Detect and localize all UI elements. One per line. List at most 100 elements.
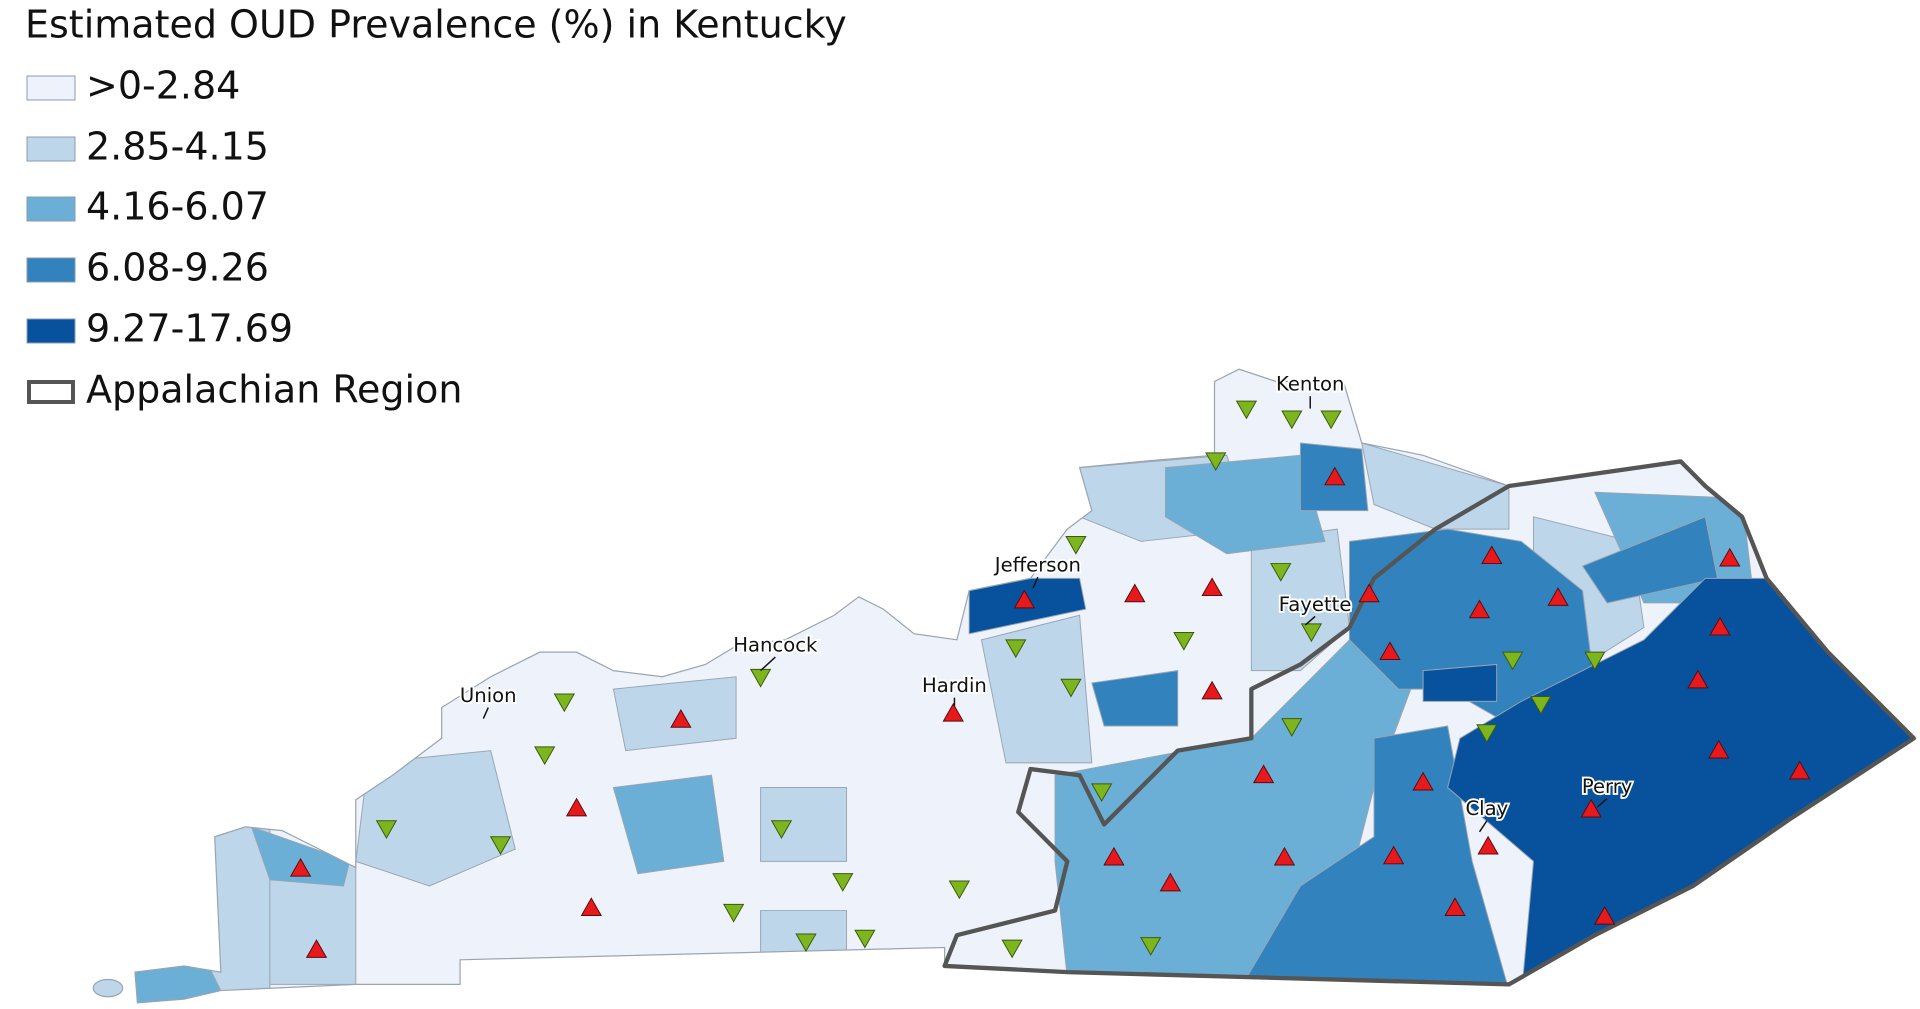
legend-swatch (26, 318, 76, 344)
increase-marker (1547, 587, 1569, 606)
legend-swatch (26, 196, 76, 222)
county-label: Hardin (922, 674, 987, 697)
decrease-marker (553, 693, 575, 713)
increase-marker (1477, 835, 1499, 855)
county-label: Fayette (1279, 593, 1352, 616)
increase-marker (1709, 616, 1731, 636)
leader-line (1596, 798, 1608, 808)
increase-marker (580, 897, 602, 916)
legend-label: 6.08-9.26 (86, 246, 269, 290)
decrease-marker (1300, 623, 1323, 643)
decrease-marker (489, 836, 512, 855)
county-label: Jefferson (993, 554, 1081, 577)
increase-marker (1719, 547, 1741, 567)
legend-label: 2.85-4.15 (86, 125, 269, 169)
decrease-marker (1001, 939, 1023, 959)
decrease-marker (1205, 452, 1227, 472)
increase-marker (1252, 764, 1275, 784)
county-region (612, 676, 737, 752)
increase-marker (670, 709, 692, 728)
decrease-marker (1173, 631, 1195, 651)
county-label: Union (460, 684, 517, 707)
decrease-marker (534, 746, 556, 766)
legend: >0-2.84 2.85-4.15 4.16-6.07 6.08-9.26 9.27-1… (26, 64, 462, 412)
increase-marker (1468, 599, 1491, 619)
county-region (612, 774, 725, 875)
decrease-marker (1501, 651, 1524, 671)
increase-marker (1412, 771, 1434, 791)
decrease-marker (1476, 724, 1498, 743)
decrease-marker (1584, 651, 1606, 671)
increase-marker (942, 702, 964, 722)
appalachian-boundary (942, 459, 1916, 987)
decrease-marker (722, 903, 745, 923)
increase-marker (1708, 739, 1730, 759)
county-region (1164, 454, 1326, 555)
leader-line (760, 656, 776, 672)
county-region (355, 750, 516, 887)
legend-label: Appalachian Region (86, 368, 462, 412)
legend-swatch (27, 380, 75, 404)
county-region (1091, 670, 1179, 727)
county-region (980, 614, 1093, 764)
county-label: Perry (1582, 775, 1633, 798)
decrease-marker (1060, 678, 1082, 698)
decrease-marker (1005, 639, 1027, 659)
decrease-marker (1091, 783, 1113, 803)
increase-marker (289, 857, 312, 877)
increase-marker (1201, 577, 1223, 597)
decrease-marker (1065, 536, 1087, 555)
decrease-marker (375, 820, 398, 839)
decrease-marker (854, 929, 876, 949)
increase-marker (305, 939, 328, 958)
decrease-marker (1235, 400, 1258, 420)
kentucky-map: Kenton Jefferson Fayette Hancock Hardin Union… (92, 368, 1916, 1004)
decrease-marker (749, 668, 772, 688)
increase-marker (1481, 545, 1503, 565)
county-label: Hancock (733, 633, 818, 656)
island (92, 978, 124, 998)
decrease-marker (832, 873, 854, 892)
county-label: Clay (1465, 797, 1508, 820)
leader-line (482, 707, 489, 719)
increase-marker (1013, 589, 1036, 609)
increase-marker (565, 797, 588, 817)
increase-marker (1789, 760, 1811, 780)
legend-swatch (26, 136, 76, 162)
increase-marker (1687, 669, 1709, 689)
leader-line (1304, 615, 1316, 626)
county-region (250, 826, 351, 887)
increase-marker (1103, 846, 1125, 866)
legend-swatch (26, 257, 76, 283)
legend-label: 4.16-6.07 (86, 185, 269, 229)
increase-marker (1201, 680, 1223, 700)
increase-marker (1159, 872, 1182, 892)
decrease-marker (1320, 410, 1342, 430)
decrease-marker (1281, 718, 1303, 737)
decrease-marker (1270, 563, 1292, 582)
leader-line (1032, 576, 1039, 589)
increase-marker (1444, 897, 1466, 916)
increase-marker (1580, 798, 1602, 818)
decrease-marker (1281, 410, 1303, 430)
increase-marker (1593, 905, 1616, 925)
legend-label: >0-2.84 (86, 64, 240, 108)
county-label: Kenton (1276, 373, 1345, 396)
decrease-marker (1140, 937, 1162, 956)
map-title: Estimated OUD Prevalence (%) in Kentucky (25, 3, 847, 47)
increase-marker (1379, 641, 1401, 661)
decrease-marker (1530, 695, 1552, 715)
county-fills (134, 369, 1914, 1003)
decrease-marker (948, 880, 971, 900)
county-region (760, 787, 847, 862)
increase-marker (1273, 846, 1296, 866)
decrease-marker (795, 933, 817, 953)
legend-label: 9.27-17.69 (86, 307, 293, 351)
increase-marker (1324, 466, 1346, 486)
decrease-marker (770, 820, 793, 839)
leader-line (1478, 820, 1488, 833)
increase-marker (1358, 583, 1380, 603)
county-region (1422, 663, 1498, 702)
